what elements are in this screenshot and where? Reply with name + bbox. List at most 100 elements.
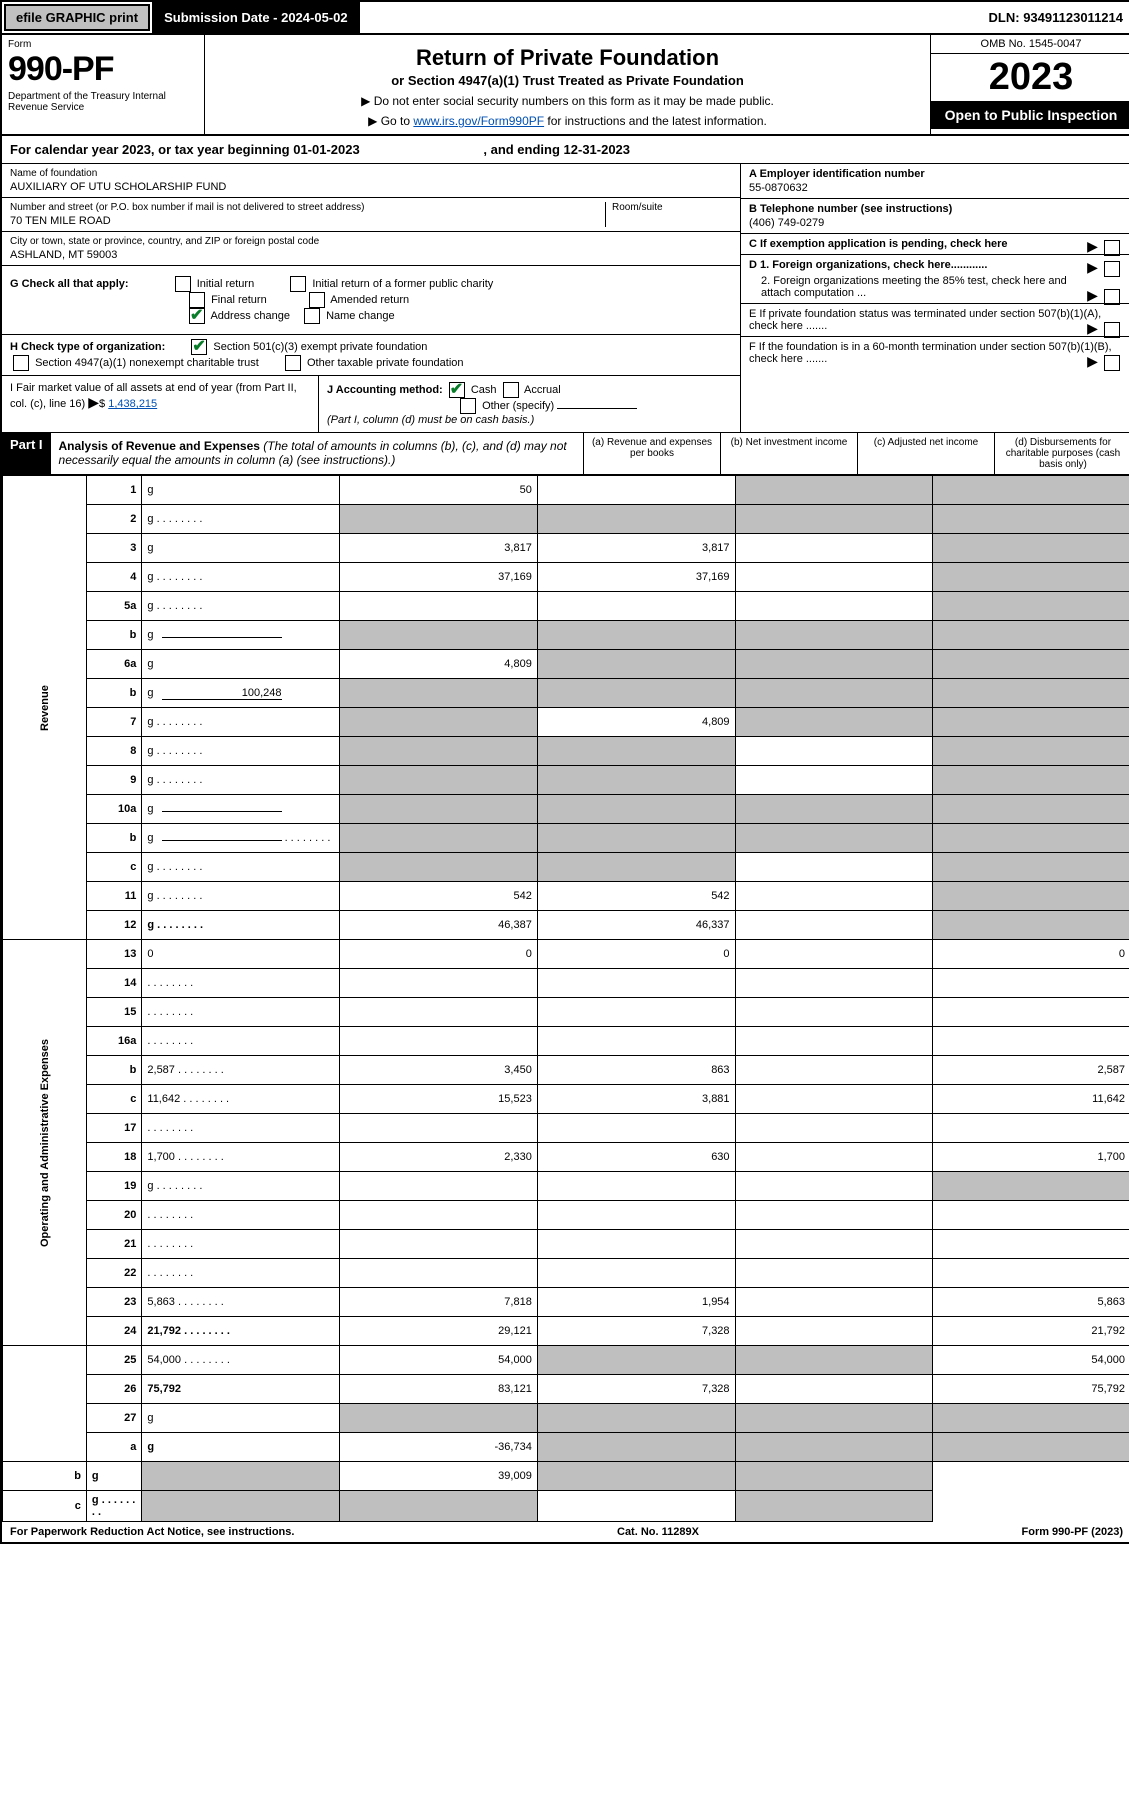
amount-cell xyxy=(735,505,933,534)
amount-cell xyxy=(735,1230,933,1259)
fmv-link[interactable]: 1,438,215 xyxy=(108,398,157,410)
addr-label: Number and street (or P.O. box number if… xyxy=(10,202,605,213)
amount-cell xyxy=(142,1462,340,1491)
amount-cell xyxy=(537,795,735,824)
cash-checkbox[interactable] xyxy=(449,382,465,398)
table-row: 21 . . . . . . . . xyxy=(3,1230,1129,1259)
amount-cell: 50 xyxy=(340,476,538,505)
line-number: b xyxy=(86,679,141,708)
amount-cell: 863 xyxy=(537,1056,735,1085)
amount-cell xyxy=(735,679,933,708)
table-row: bg39,009 xyxy=(3,1462,1129,1491)
c-checkbox[interactable] xyxy=(1104,240,1120,256)
e-checkbox[interactable] xyxy=(1104,322,1120,338)
amount-cell: 0 xyxy=(340,940,538,969)
amount-cell xyxy=(537,737,735,766)
table-row: 2675,79283,1217,32875,792 xyxy=(3,1375,1129,1404)
table-row: 8g . . . . . . . . xyxy=(3,737,1129,766)
amount-cell xyxy=(735,911,933,940)
amount-cell xyxy=(735,1172,933,1201)
table-row: bg xyxy=(3,621,1129,650)
amount-cell xyxy=(933,621,1129,650)
amount-cell xyxy=(933,766,1129,795)
g-opt-3: Initial return of a former public charit… xyxy=(312,278,493,290)
calendar-year-row: For calendar year 2023, or tax year begi… xyxy=(2,136,1129,164)
amount-cell xyxy=(340,679,538,708)
table-row: cg . . . . . . . . xyxy=(3,1491,1129,1522)
g-opt-4: Amended return xyxy=(330,294,409,306)
line-description: g xyxy=(142,650,340,679)
amount-cell xyxy=(537,621,735,650)
efile-print-button[interactable]: efile GRAPHIC print xyxy=(4,4,150,31)
line-description: . . . . . . . . xyxy=(142,1230,340,1259)
col-a-head: (a) Revenue and expenses per books xyxy=(583,433,720,474)
table-row: 9g . . . . . . . . xyxy=(3,766,1129,795)
address-change-checkbox[interactable] xyxy=(189,308,205,324)
amount-cell xyxy=(933,563,1129,592)
part1-header-row: Part I Analysis of Revenue and Expenses … xyxy=(2,433,1129,475)
amount-cell xyxy=(537,853,735,882)
other-method-checkbox[interactable] xyxy=(460,398,476,414)
dln: DLN: 93491123011214 xyxy=(981,2,1129,33)
amount-cell: 7,818 xyxy=(340,1288,538,1317)
initial-return-checkbox[interactable] xyxy=(175,276,191,292)
line-number: 13 xyxy=(86,940,141,969)
d1-label: D 1. Foreign organizations, check here..… xyxy=(749,259,987,271)
line-number: 9 xyxy=(86,766,141,795)
amount-cell xyxy=(735,1491,933,1522)
line-description: 11,642 . . . . . . . . xyxy=(142,1085,340,1114)
amended-return-checkbox[interactable] xyxy=(309,292,325,308)
f-checkbox[interactable] xyxy=(1104,355,1120,371)
amount-cell xyxy=(735,708,933,737)
tax-year: 2023 xyxy=(931,54,1129,101)
amount-cell xyxy=(537,1491,735,1522)
line-number: 10a xyxy=(86,795,141,824)
omb-number: OMB No. 1545-0047 xyxy=(931,35,1129,54)
line-number: 2 xyxy=(86,505,141,534)
table-row: 14 . . . . . . . . xyxy=(3,969,1129,998)
d1-checkbox[interactable] xyxy=(1104,261,1120,277)
amount-cell xyxy=(537,505,735,534)
revenue-side-label: Revenue xyxy=(3,476,87,940)
d2-checkbox[interactable] xyxy=(1104,289,1120,305)
amount-cell xyxy=(735,737,933,766)
initial-return-former-checkbox[interactable] xyxy=(290,276,306,292)
j-accrual: Accrual xyxy=(524,384,561,396)
line-number: 18 xyxy=(86,1143,141,1172)
h-4947-checkbox[interactable] xyxy=(13,355,29,371)
line-description: g xyxy=(142,1433,340,1462)
amount-cell: 15,523 xyxy=(340,1085,538,1114)
amount-cell xyxy=(933,534,1129,563)
line-number: 17 xyxy=(86,1114,141,1143)
room-label: Room/suite xyxy=(612,202,732,213)
table-row: Operating and Administrative Expenses130… xyxy=(3,940,1129,969)
table-row: cg . . . . . . . . xyxy=(3,853,1129,882)
amount-cell xyxy=(537,1230,735,1259)
amount-cell xyxy=(537,476,735,505)
c-label: C If exemption application is pending, c… xyxy=(749,238,1008,250)
table-row: 4g . . . . . . . .37,16937,169 xyxy=(3,563,1129,592)
instructions-link[interactable]: www.irs.gov/Form990PF xyxy=(413,114,544,128)
amount-cell xyxy=(537,1346,735,1375)
street-address: 70 TEN MILE ROAD xyxy=(10,215,605,227)
line-number: 14 xyxy=(86,969,141,998)
part1-label: Part I xyxy=(2,433,51,474)
footer-left: For Paperwork Reduction Act Notice, see … xyxy=(10,1526,294,1538)
g-opt-0: Initial return xyxy=(197,278,254,290)
h-other-checkbox[interactable] xyxy=(285,355,301,371)
table-row: 10ag xyxy=(3,795,1129,824)
line-number: c xyxy=(86,853,141,882)
amount-cell xyxy=(735,1085,933,1114)
table-row: c11,642 . . . . . . . .15,5233,88111,642 xyxy=(3,1085,1129,1114)
name-change-checkbox[interactable] xyxy=(304,308,320,324)
amount-cell xyxy=(933,795,1129,824)
foundation-name: AUXILIARY OF UTU SCHOLARSHIP FUND xyxy=(10,181,732,193)
line-number: b xyxy=(3,1462,87,1491)
amount-cell xyxy=(735,1114,933,1143)
amount-cell xyxy=(933,1404,1129,1433)
line-description: . . . . . . . . xyxy=(142,998,340,1027)
h-501c3-checkbox[interactable] xyxy=(191,339,207,355)
table-row: 17 . . . . . . . . xyxy=(3,1114,1129,1143)
line-description: g . . . . . . . . xyxy=(142,853,340,882)
accrual-checkbox[interactable] xyxy=(503,382,519,398)
